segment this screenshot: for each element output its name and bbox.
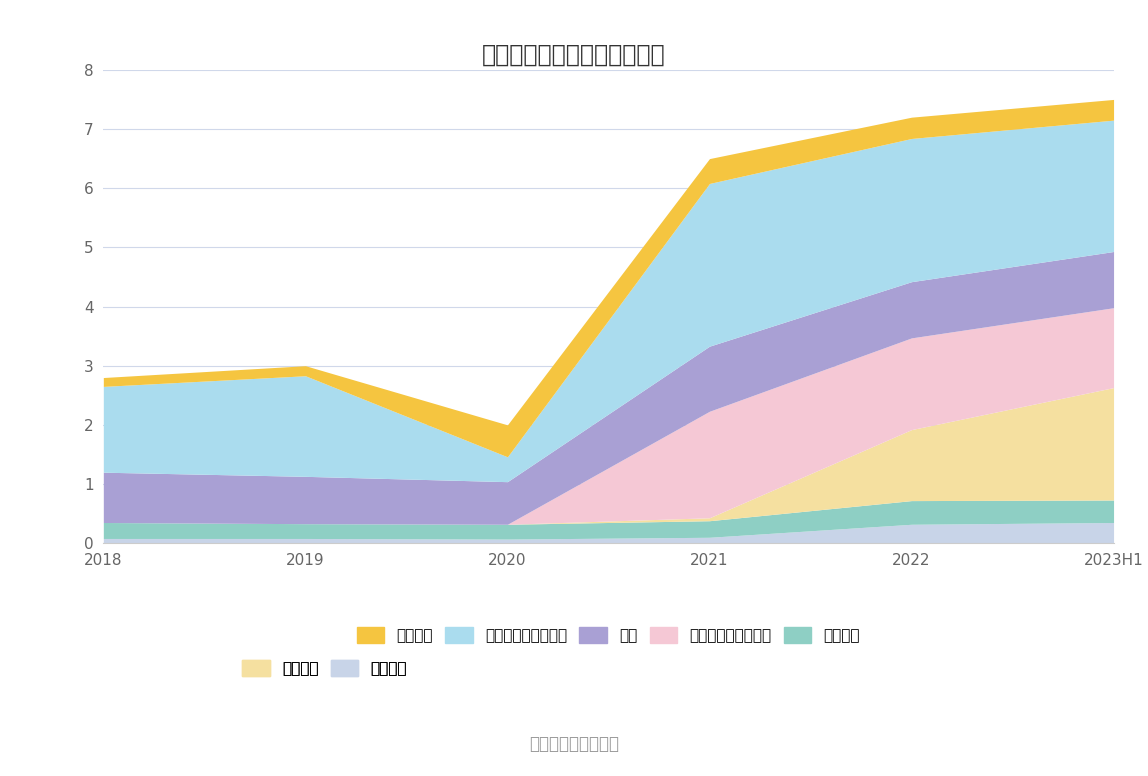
Text: 历年主要资产堆积图（亿元）: 历年主要资产堆积图（亿元） <box>482 43 666 67</box>
Text: 数据来源：恒生聚源: 数据来源：恒生聚源 <box>529 735 619 753</box>
Legend: 在建工程, 无形资产: 在建工程, 无形资产 <box>242 660 406 677</box>
